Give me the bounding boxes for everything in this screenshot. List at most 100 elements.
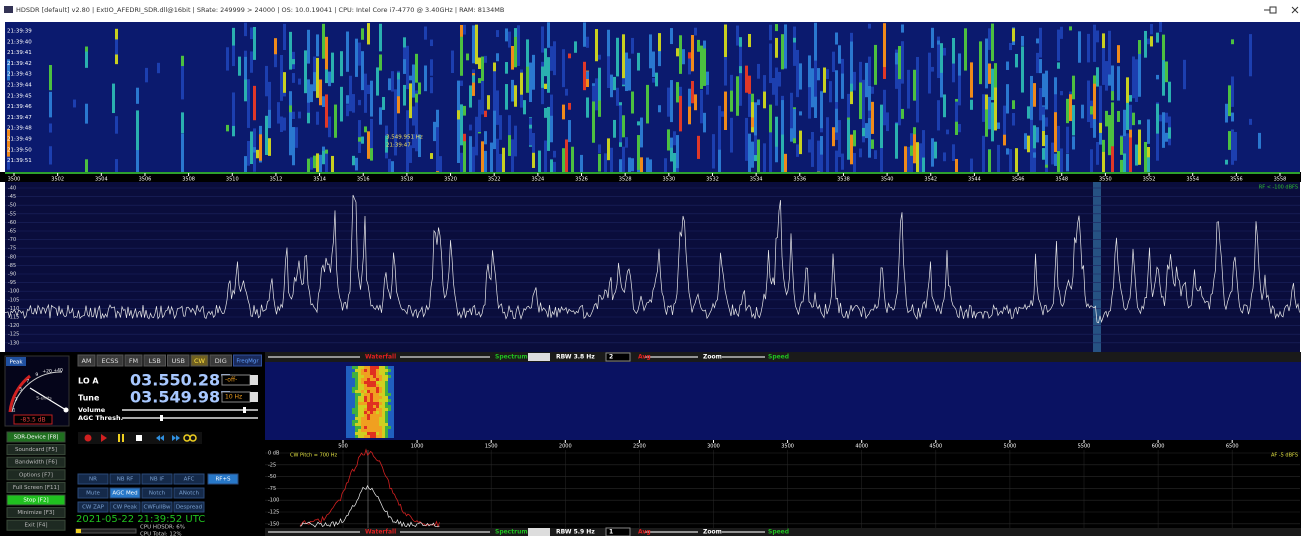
waterfall-streak [469,85,472,107]
waterfall [5,22,1300,172]
audio-waterfall-cell [382,381,385,384]
waterfall-streak [574,41,577,52]
audio-waterfall-cell [358,408,361,411]
waterfall-streak [292,112,295,119]
audio-waterfall-cell [349,384,352,387]
audio-waterfall-cell [355,372,358,375]
waterfall-streak [562,148,565,172]
audio-waterfall-cell [346,402,349,405]
waterfall-streak [781,135,784,154]
audio-waterfall-cell [370,396,373,399]
waterfall-streak [322,151,325,164]
audio-waterfall-cell [388,423,391,426]
waterfall-streak [676,48,679,56]
clock: 2021-05-22 21:39:52 UTC [76,514,205,525]
record-button[interactable] [85,435,92,442]
waterfall-streak [433,122,436,141]
audio-waterfall-cell [367,393,370,396]
audio-waterfall-cell [358,396,361,399]
waterfall-streak [1036,38,1039,43]
waterfall-streak [832,127,835,146]
audio-waterfall-cell [361,372,364,375]
waterfall-streak [403,37,406,47]
waterfall-streak [880,105,883,148]
waterfall-streak [679,35,682,74]
audio-waterfall-cell [388,372,391,375]
audio-waterfall-cell [352,420,355,423]
waterfall-streak [1009,43,1012,50]
audio-waterfall-cell [352,411,355,414]
audio-waterfall-cell [364,378,367,381]
volume-thumb[interactable] [243,407,246,413]
audio-waterfall-cell [364,366,367,369]
audio-waterfall-cell [391,390,394,393]
audio-waterfall-cell [379,375,382,378]
audio-waterfall-cell [391,381,394,384]
spectrum-db-label: -75 [8,246,16,252]
waterfall-streak [865,63,868,97]
waterfall-streak [703,113,706,133]
audio-waterfall-cell [349,420,352,423]
spectrum-status: RF < -100 dBFS [1259,185,1298,191]
waterfall-streak [325,94,328,127]
dsp-button-label: Mute [86,491,100,497]
audio-waterfall-cell [364,414,367,417]
tune-frequency[interactable]: 03.549.987 [130,388,231,407]
audio-waterfall-cell [373,426,376,429]
waterfall-streak [799,131,802,154]
waterfall-streak [1225,104,1228,123]
waterfall-streak [289,32,292,70]
waterfall-streak [1012,113,1015,125]
waterfall-streak [793,38,796,43]
waterfall-streak [361,29,364,39]
waterfall-time: 21:39:44 [7,83,32,89]
waterfall-streak [361,61,364,71]
waterfall-streak [988,28,991,50]
frequency-label: 3512 [270,177,283,183]
audio-waterfall-cell [361,393,364,396]
frequency-label: 3556 [1230,177,1243,183]
audio-waterfall-cell [349,417,352,420]
spectrum-db-label: -85 [8,263,16,269]
stop-playback-button[interactable] [136,435,142,441]
hdsdr-window: HDSDR [default] v2.80 | ExtIO_AFEDRI_SDR… [0,0,1301,536]
waterfall-streak [907,88,910,105]
audio-waterfall-cell [376,387,379,390]
waterfall-streak [799,111,802,115]
waterfall-streak [586,37,589,48]
waterfall-streak [676,135,679,168]
tune-label: Tune [78,394,100,403]
audio-waterfall-cell [385,366,388,369]
waterfall-streak [952,38,955,64]
audio-waterfall-cell [382,393,385,396]
waterfall-streak [850,92,853,104]
agc-thumb[interactable] [160,415,163,421]
s-meter-pivot [64,408,69,413]
waterfall-streak [304,50,307,93]
waterfall-streak [1069,94,1072,121]
waterfall-streak [1138,120,1141,124]
waterfall-streak [649,159,652,172]
lo-option-arrow[interactable] [250,375,258,385]
audio-waterfall-cell [376,429,379,432]
waterfall-streak [1111,65,1114,91]
waterfall-streak [457,119,460,163]
waterfall-streak [991,69,994,100]
audio-waterfall-cell [382,396,385,399]
waterfall-streak [181,112,184,133]
audio-waterfall-cell [346,429,349,432]
audio-waterfall-cell [376,378,379,381]
waterfall-streak [181,134,184,172]
rbw-spin[interactable] [528,353,550,361]
waterfall-streak [307,30,310,64]
tune-option-arrow[interactable] [250,392,258,402]
audio-waterfall-cell [367,366,370,369]
waterfall-streak [763,75,766,91]
waterfall-streak [391,71,394,91]
waterfall-streak [718,106,721,150]
waterfall-time: 21:39:51 [7,158,32,164]
waterfall-streak [991,24,994,62]
rbw-spin[interactable] [528,528,550,536]
waterfall-streak [847,120,850,160]
waterfall-streak [484,111,487,117]
